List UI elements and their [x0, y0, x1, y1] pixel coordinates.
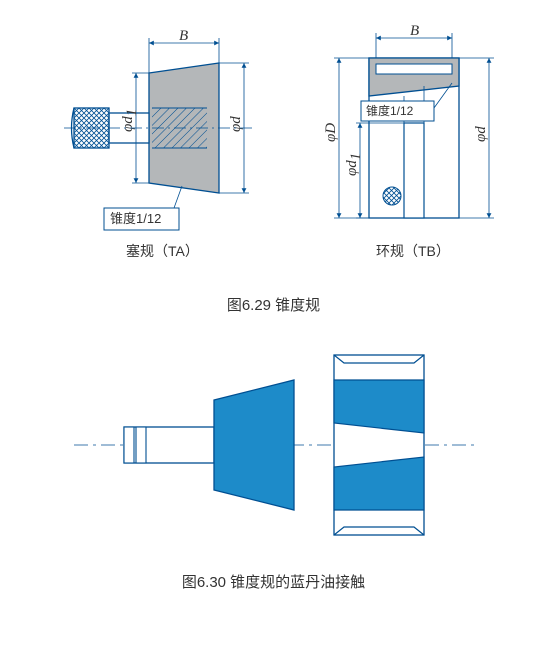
- plug-gauge-label: 塞规（TA）: [126, 243, 199, 259]
- plug-with-blue: [124, 380, 294, 510]
- figure-taper-gauges: B φd φd1 锥度1/12 塞规（TA）: [12, 18, 535, 335]
- figure-blue-contact: 图6.30 锥度规的蓝丹油接触: [12, 335, 535, 612]
- taper-label-plug: 锥度1/12: [110, 211, 161, 226]
- dim-D-ring: φD: [323, 123, 339, 142]
- plug-gauge: B φd φd1 锥度1/12 塞规（TA）: [64, 28, 254, 259]
- diagram-6-29: B φd φd1 锥度1/12 塞规（TA）: [24, 18, 524, 278]
- dim-b-ring: B: [410, 23, 419, 39]
- dim-d1-ring: φd1: [344, 153, 364, 176]
- ring-with-blue: [334, 355, 424, 535]
- diagram-6-30: [64, 335, 484, 555]
- dim-b-plug: B: [179, 28, 188, 44]
- figure-6-29-caption: 图6.29 锥度规: [227, 294, 320, 315]
- figure-6-30-caption: 图6.30 锥度规的蓝丹油接触: [182, 571, 365, 592]
- ring-gauge: B φD φd1 φd 锥度1/12 环规（TB）: [323, 23, 494, 259]
- dim-d-plug: φd: [228, 116, 244, 132]
- dim-d-ring: φd: [473, 126, 489, 142]
- ring-gauge-label: 环规（TB）: [376, 243, 450, 259]
- taper-label-ring: 锥度1/12: [366, 103, 414, 118]
